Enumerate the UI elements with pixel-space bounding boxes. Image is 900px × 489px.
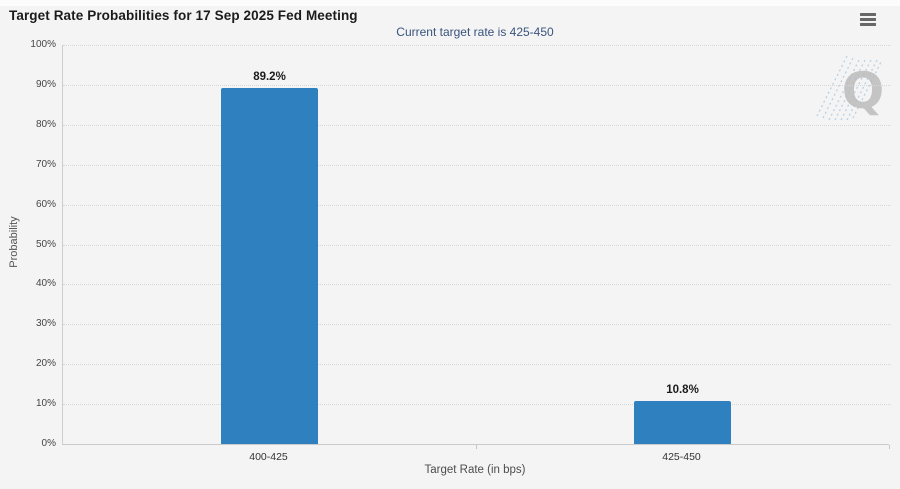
top-strip (0, 0, 900, 6)
chart-title: Target Rate Probabilities for 17 Sep 202… (9, 8, 358, 23)
gridline (63, 164, 891, 166)
gridline (63, 204, 891, 206)
gridline (63, 244, 891, 246)
watermark-letter: Q (842, 62, 885, 120)
y-tick-label: 90% (35, 78, 56, 90)
bar-value-label: 89.2% (253, 71, 286, 84)
bar-value-label: 10.8% (666, 383, 699, 396)
watermark-logo: Q (815, 50, 893, 124)
x-axis-title: Target Rate (in bps) (424, 464, 526, 476)
chart-menu-button[interactable] (858, 11, 880, 29)
y-tick-label: 100% (30, 39, 56, 50)
y-tick-label: 50% (35, 238, 56, 250)
hamburger-menu-icon (860, 13, 876, 26)
gridline (63, 84, 891, 86)
gridline (63, 124, 891, 126)
gridline (63, 284, 891, 286)
y-tick-label: 60% (35, 198, 56, 210)
x-axis-tick (476, 445, 477, 449)
y-tick-label: 30% (35, 318, 56, 330)
gridline (63, 404, 891, 406)
watermark-hatch-lines (816, 55, 882, 121)
bar-425-450[interactable] (634, 400, 731, 444)
plot-area: Q 89.2% 10.8% (62, 45, 891, 449)
y-tick-label: 80% (35, 118, 56, 130)
gridline (63, 324, 891, 326)
y-axis-labels: 0% 10% 20% 30% 40% 50% 60% 70% 80% 90% 100% (0, 40, 56, 449)
gridline (63, 45, 891, 46)
gridline (63, 364, 891, 366)
chart-subtitle: Current target rate is 425-450 (396, 25, 554, 39)
bar-400-425[interactable] (221, 88, 318, 444)
x-tick-label: 425-450 (662, 451, 701, 463)
y-tick-label: 40% (35, 278, 56, 290)
x-axis-tick (889, 445, 890, 449)
y-tick-label: 70% (35, 158, 56, 170)
y-tick-label: 20% (35, 358, 56, 370)
x-tick-label: 400-425 (249, 451, 288, 463)
x-axis-labels: 400-425 425-450 (0, 451, 900, 465)
y-tick-label: 10% (35, 398, 56, 410)
y-tick-label: 0% (41, 438, 56, 449)
